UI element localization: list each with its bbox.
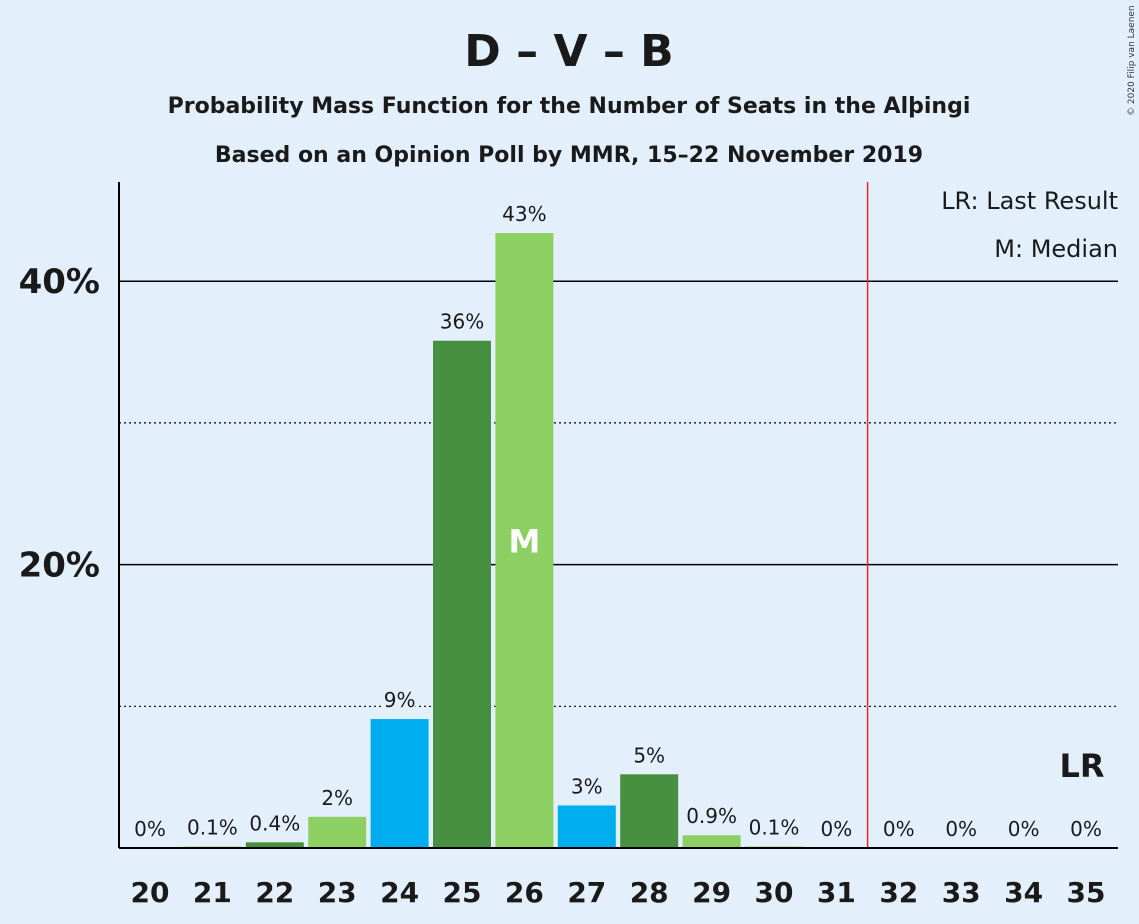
bars-group [183, 233, 803, 849]
chart-title: D – V – B [464, 26, 673, 77]
data-label-24: 9% [384, 688, 416, 712]
data-labels-group: 0% 0.1% 0.4% 2% 9% 36% 43% 3% 5% 0.9% 0.1% 0% 0% 0% 0%… [134, 201, 1105, 842]
bar-29 [682, 835, 741, 848]
data-label-bg [882, 816, 915, 842]
bar-28 [620, 774, 679, 848]
x-tick-label-35: 35 [1067, 876, 1106, 909]
data-label-bg [633, 742, 666, 769]
data-label-29: 0.9% [686, 804, 737, 828]
bar-26 [495, 233, 554, 849]
data-label-bg [502, 201, 547, 228]
data-label-21: 0.1% [187, 816, 238, 840]
copyright-note: © 2020 Filip van Laenen [1127, 5, 1137, 116]
data-label-bg [134, 816, 166, 842]
bar-24 [370, 719, 429, 848]
x-tick-label-24: 24 [380, 876, 419, 909]
chart-subtitle-1: Probability Mass Function for the Number… [168, 94, 971, 119]
x-tick-label-23: 23 [318, 876, 357, 909]
x-tick-label-26: 26 [505, 876, 544, 909]
data-label-bg [321, 784, 354, 811]
data-label-30: 0.1% [749, 816, 800, 840]
x-tick-label-31: 31 [817, 876, 856, 909]
data-label-25: 36% [440, 310, 484, 334]
axes-group: 20% 40% 20 21 22 23 24 25 26 27 28 29 30 31 32 33 34 35 [19, 182, 1118, 909]
data-label-31: 0% [821, 817, 853, 841]
data-label-32: 0% [883, 817, 915, 841]
x-tick-label-21: 21 [193, 876, 232, 909]
data-label-bg [570, 773, 603, 800]
x-tick-label-20: 20 [131, 876, 170, 909]
bar-25 [433, 340, 491, 848]
bar-23 [308, 816, 367, 848]
x-tick-label-22: 22 [255, 876, 294, 909]
x-tick-label-27: 27 [567, 876, 606, 909]
last-result-marker: LR [1059, 747, 1104, 785]
data-label-bg [246, 810, 303, 837]
data-label-bg [820, 816, 853, 842]
x-tick-label-32: 32 [879, 876, 918, 909]
data-label-bg [683, 803, 740, 830]
data-label-34: 0% [1008, 817, 1040, 841]
x-tick-label-34: 34 [1004, 876, 1043, 909]
x-tick-label-28: 28 [630, 876, 669, 909]
data-label-22: 0.4% [249, 811, 300, 835]
chart-subtitle-2: Based on an Opinion Poll by MMR, 15–22 N… [215, 143, 923, 168]
x-tick-label-25: 25 [443, 876, 482, 909]
data-label-28: 5% [633, 743, 665, 767]
x-tick-label-30: 30 [755, 876, 794, 909]
bar-27 [557, 805, 616, 848]
median-marker: M [508, 523, 540, 561]
legend-median: M: Median [994, 235, 1118, 263]
y-tick-label: 40% [19, 262, 100, 302]
data-label-35: 0% [1070, 817, 1102, 841]
data-label-bg [746, 814, 802, 841]
gridlines [119, 280, 1118, 707]
data-label-bg [440, 308, 484, 335]
data-label-20: 0% [134, 817, 166, 841]
x-tick-label-29: 29 [692, 876, 731, 909]
data-label-bg [383, 687, 416, 714]
y-tick-label: 20% [19, 546, 100, 586]
data-label-bg [1007, 816, 1040, 842]
data-label-bg [945, 816, 978, 842]
legend-last-result: LR: Last Result [941, 187, 1118, 215]
data-label-26: 43% [502, 202, 546, 226]
data-label-bg [184, 814, 241, 841]
data-label-27: 3% [571, 774, 603, 798]
x-tick-label-33: 33 [942, 876, 981, 909]
bar-22 [245, 842, 304, 848]
data-label-23: 2% [321, 786, 353, 810]
data-label-bg [1070, 816, 1102, 842]
data-label-33: 0% [945, 817, 977, 841]
